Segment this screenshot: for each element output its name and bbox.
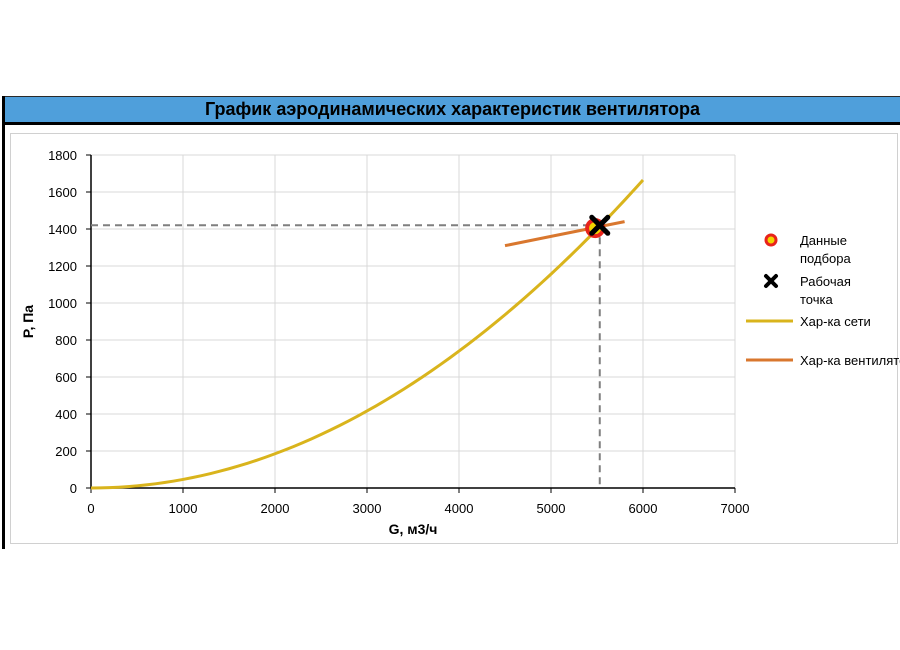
x-tick-label: 5000 [537,501,566,516]
y-axis-label: P, Па [20,305,36,338]
legend-symbol-cross-b [764,274,778,288]
x-tick-label: 1000 [169,501,198,516]
x-tick-label: 0 [87,501,94,516]
y-tick-label: 1800 [48,148,77,163]
y-tick-label: 600 [55,370,77,385]
y-tick-label: 1600 [48,185,77,200]
grid [91,154,736,488]
axes [86,154,736,493]
x-axis-label: G, м3/ч [389,521,438,537]
legend-label: Рабочая [800,274,851,289]
tick-labels: 0 200 400 600 800 1000 1200 1400 1600 1800 0 1000 20… [48,148,749,516]
x-tick-label: 3000 [353,501,382,516]
guide-lines [91,224,601,488]
markers-layer [585,214,611,239]
x-tick-label: 7000 [721,501,750,516]
x-tick-label: 2000 [261,501,290,516]
legend-label: подбора [800,251,851,266]
legend-label: Хар-ка вентилятора [800,353,900,368]
y-tick-label: 200 [55,444,77,459]
series-layer [90,178,645,490]
legend-label: точка [800,292,833,307]
y-tick-label: 1400 [48,222,77,237]
legend-label: Хар-ка сети [800,314,871,329]
legend: Данные подбора Рабочая точка Хар-ка сети Хар-… [746,233,900,368]
x-tick-label: 6000 [629,501,658,516]
y-tick-label: 800 [55,333,77,348]
series-line [504,220,625,248]
legend-symbol-ring [764,233,778,247]
y-tick-label: 1000 [48,296,77,311]
legend-label: Данные [800,233,847,248]
chart-title-bar: График аэродинамических характеристик ве… [5,96,900,125]
plot-frame [10,133,898,544]
series-line [90,178,645,490]
x-tick-label: 4000 [445,501,474,516]
y-tick-label: 1200 [48,259,77,274]
chart-title: График аэродинамических характеристик ве… [204,99,701,119]
y-tick-label: 400 [55,407,77,422]
y-tick-label: 0 [70,481,77,496]
data-point-cross-b [589,214,611,236]
